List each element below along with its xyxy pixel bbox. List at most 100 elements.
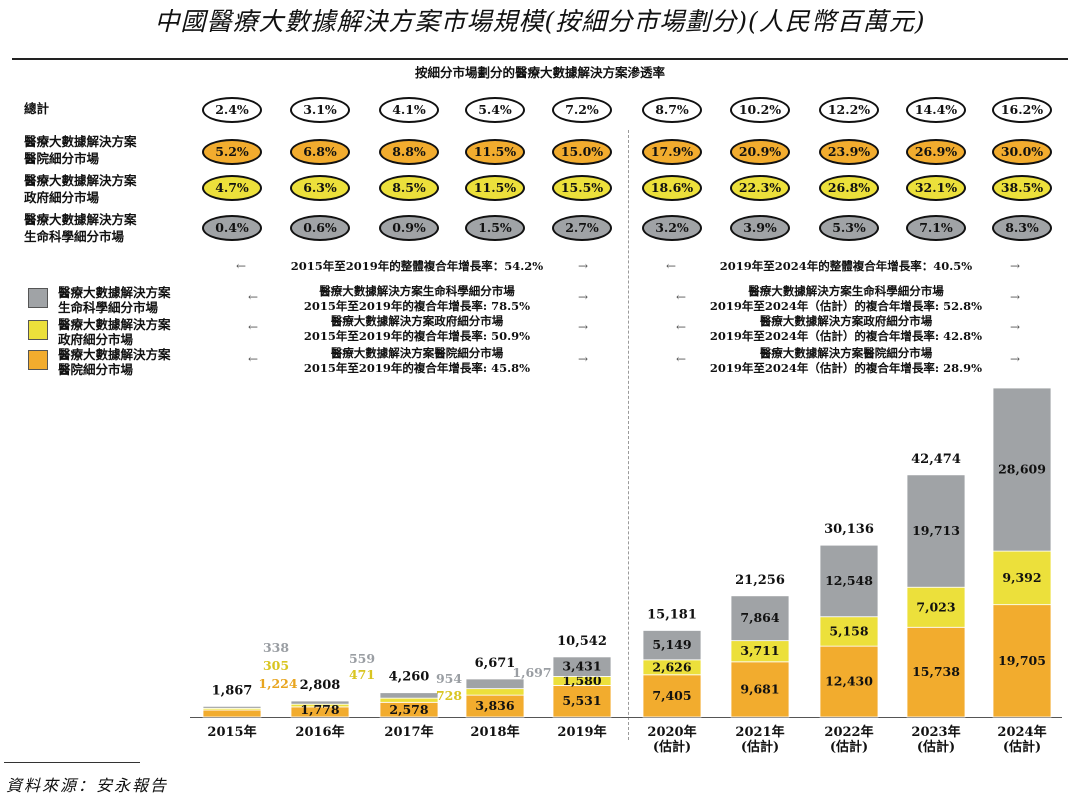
penetration-government-7: 26.8% xyxy=(819,175,879,201)
arrow-left-icon: ← xyxy=(236,259,247,273)
penetration-total-8: 14.4% xyxy=(906,97,966,123)
arrow-left-icon: ← xyxy=(676,290,687,304)
penetration-government-9: 38.5% xyxy=(992,175,1052,201)
penetration-subtitle: 按細分市場劃分的醫療大數據解決方案滲透率 xyxy=(414,65,665,80)
penetration-hospital-2: 8.8% xyxy=(379,139,439,165)
estimate-divider xyxy=(628,130,629,740)
penetration-hospital-4: 15.0% xyxy=(552,139,612,165)
value-label-hospital-8: 15,738 xyxy=(912,664,960,679)
x-tick-label-8: 2023年 xyxy=(911,724,960,740)
value-label-hospital-1: 1,778 xyxy=(300,702,339,717)
row-label-hospital: 醫療大數據解決方案 醫院細分市場 xyxy=(24,134,137,166)
total-label-3: 6,671 xyxy=(475,656,516,671)
penetration-government-5: 18.6% xyxy=(642,175,702,201)
x-tick-label-7: 2022年 xyxy=(824,724,873,740)
penetration-government-8: 32.1% xyxy=(906,175,966,201)
value-label-government-0: 305 xyxy=(263,658,289,673)
value-label-life-science-1: 559 xyxy=(349,651,375,666)
penetration-hospital-1: 6.8% xyxy=(290,139,350,165)
penetration-life-science-0: 0.4% xyxy=(202,215,262,241)
penetration-life-science-6: 3.9% xyxy=(730,215,790,241)
bar-government-7 xyxy=(819,616,879,647)
penetration-total-0: 2.4% xyxy=(202,97,262,123)
penetration-life-science-3: 1.5% xyxy=(465,215,525,241)
bar-hospital-0 xyxy=(202,709,262,718)
penetration-government-0: 4.7% xyxy=(202,175,262,201)
value-label-life-science-2: 954 xyxy=(436,671,462,686)
cagr-right-1: 醫療大數據解決方案政府細分市場 2019年至2024年（估計）的複合年增長率: 4… xyxy=(709,314,983,343)
x-tick-label-2: 2017年 xyxy=(384,724,433,740)
x-tick-label-8: (估計) xyxy=(917,739,955,755)
penetration-life-science-1: 0.6% xyxy=(290,215,350,241)
penetration-hospital-5: 17.9% xyxy=(642,139,702,165)
penetration-hospital-9: 30.0% xyxy=(992,139,1052,165)
value-label-hospital-9: 19,705 xyxy=(998,653,1046,668)
total-label-6: 21,256 xyxy=(735,573,785,588)
penetration-hospital-3: 11.5% xyxy=(465,139,525,165)
value-label-life-science-8: 19,713 xyxy=(912,523,960,538)
penetration-total-9: 16.2% xyxy=(992,97,1052,123)
total-label-1: 2,808 xyxy=(300,678,341,693)
x-tick-label-9: (估計) xyxy=(1003,739,1041,755)
penetration-government-4: 15.5% xyxy=(552,175,612,201)
penetration-total-5: 8.7% xyxy=(642,97,702,123)
bar-life-science-0 xyxy=(202,705,262,709)
total-label-5: 15,181 xyxy=(647,607,697,622)
value-label-government-5: 2,626 xyxy=(652,659,691,674)
legend-swatch-life-science xyxy=(28,288,48,308)
penetration-life-science-5: 3.2% xyxy=(642,215,702,241)
arrow-left-icon: ← xyxy=(248,352,259,366)
penetration-total-7: 12.2% xyxy=(819,97,879,123)
cagr-total-2019-2024: 2019年至2024年的整體複合年增長率：40.5% xyxy=(719,259,973,273)
value-label-life-science-5: 5,149 xyxy=(652,637,691,652)
arrow-left-icon: ← xyxy=(666,259,677,273)
penetration-life-science-4: 2.7% xyxy=(552,215,612,241)
bar-life-science-5 xyxy=(642,630,702,661)
penetration-life-science-7: 5.3% xyxy=(819,215,879,241)
stacked-bar-chart: 1,867 2015年 2,808 2016年 4,260 2017年 3,836 6,671… xyxy=(190,387,1062,755)
bar-life-science-7 xyxy=(819,544,879,618)
x-tick-label-3: 2018年 xyxy=(470,724,519,740)
bar-life-science-2 xyxy=(379,692,439,699)
x-tick-label-9: 2024年 xyxy=(997,724,1046,740)
bar-government-8 xyxy=(906,586,966,628)
value-label-hospital-0: 1,224 xyxy=(258,676,297,691)
penetration-hospital-6: 20.9% xyxy=(730,139,790,165)
chart-title: 中國醫療大數據解決方案市場規模(按細分市場劃分)(人民幣百萬元) xyxy=(154,7,926,36)
source-divider xyxy=(4,762,140,763)
total-label-7: 30,136 xyxy=(824,522,874,537)
x-tick-label-6: (估計) xyxy=(741,739,779,755)
value-label-government-1: 471 xyxy=(349,667,375,682)
arrow-right-icon: → xyxy=(578,290,589,304)
title-divider xyxy=(12,58,1068,60)
arrow-right-icon: → xyxy=(578,259,589,273)
x-tick-label-5: (估計) xyxy=(653,739,691,755)
penetration-total-6: 10.2% xyxy=(730,97,790,123)
value-label-government-2: 728 xyxy=(436,688,462,703)
value-label-life-science-4: 3,431 xyxy=(562,659,601,674)
value-label-life-science-9: 28,609 xyxy=(998,462,1046,477)
x-tick-label-5: 2020年 xyxy=(647,724,696,740)
arrow-right-icon: → xyxy=(578,352,589,366)
value-label-government-7: 5,158 xyxy=(829,623,868,638)
value-label-hospital-4: 5,531 xyxy=(562,693,601,708)
arrow-right-icon: → xyxy=(1010,320,1021,334)
penetration-total-1: 3.1% xyxy=(290,97,350,123)
cagr-left-2: 醫療大數據解決方案醫院細分市場 2015年至2019年的複合年增長率: 45.8% xyxy=(303,346,531,375)
penetration-life-science-2: 0.9% xyxy=(379,215,439,241)
row-label-government: 醫療大數據解決方案 政府細分市場 xyxy=(24,173,137,205)
penetration-life-science-8: 7.1% xyxy=(906,215,966,241)
bar-life-science-8 xyxy=(906,474,966,588)
x-tick-label-1: 2016年 xyxy=(295,724,344,740)
value-label-life-science-7: 12,548 xyxy=(825,573,873,588)
arrow-left-icon: ← xyxy=(676,320,687,334)
penetration-total-4: 7.2% xyxy=(552,97,612,123)
total-label-2: 4,260 xyxy=(389,670,430,685)
value-label-government-8: 7,023 xyxy=(916,599,955,614)
value-label-life-science-3: 1,697 xyxy=(512,665,551,680)
bar-hospital-8 xyxy=(906,626,966,718)
value-label-hospital-2: 2,578 xyxy=(389,702,428,717)
value-label-hospital-7: 12,430 xyxy=(825,674,873,689)
bar-life-science-4 xyxy=(552,656,612,677)
bar-life-science-1 xyxy=(290,700,350,705)
